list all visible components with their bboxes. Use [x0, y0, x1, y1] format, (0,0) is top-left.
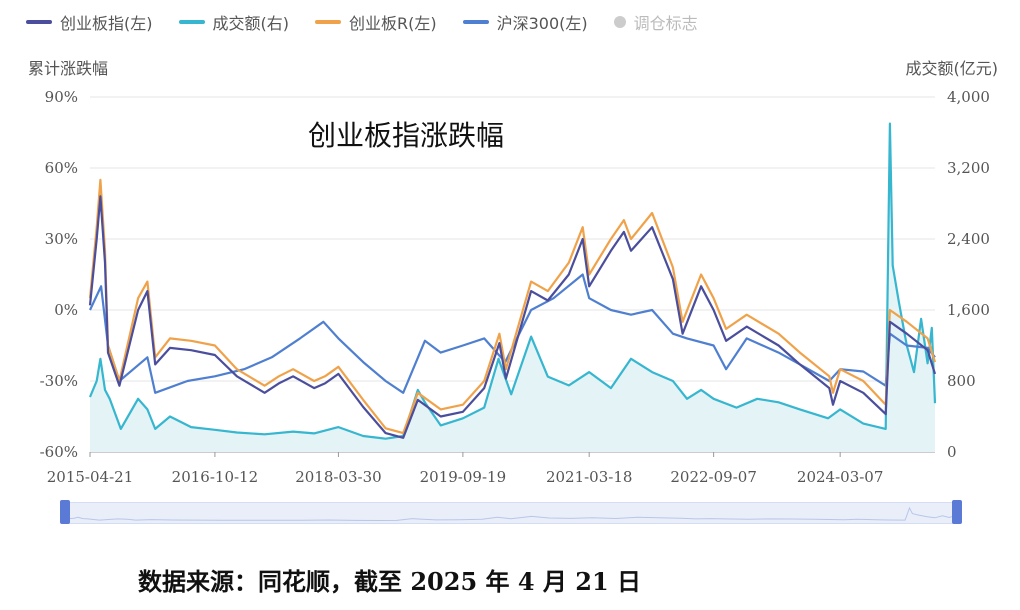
legend-label: 创业板R(左) [349, 14, 437, 33]
x-axis-tick-label: 2022-09-07 [670, 468, 756, 486]
legend-swatch [613, 16, 626, 28]
left-axis-tick-label: -30% [40, 372, 78, 390]
right-axis-tick-label: 4,000 [947, 88, 990, 106]
series-line-3 [88, 195, 937, 439]
right-axis-tick-label: 0 [947, 443, 957, 461]
legend-swatch [178, 20, 205, 24]
legend: 创业板指(左) 成交额(右) 创业板R(左) 沪深300(左) 调仓标志 [26, 10, 698, 34]
left-axis-tick-label: 60% [45, 159, 78, 177]
legend-label: 调仓标志 [633, 14, 698, 33]
series-line-1 [89, 273, 936, 394]
legend-swatch [315, 20, 341, 24]
legend-label: 创业板指(左) [60, 14, 153, 33]
zoom-track [66, 502, 958, 524]
series-area-0 [90, 123, 935, 452]
x-axis-tick-label: 2021-03-18 [546, 468, 632, 486]
chart-title: 创业板指涨跌幅 [308, 119, 505, 152]
legend-item-chinext-r[interactable]: 创业板R(左) [315, 10, 437, 34]
data-zoom-slider[interactable] [60, 500, 962, 524]
legend-item-turnover[interactable]: 成交额(右) [178, 10, 290, 34]
left-axis-tick-label: 90% [45, 88, 78, 106]
right-axis-tick-label: 3,200 [947, 159, 990, 177]
legend-item-chinext-index[interactable]: 创业板指(左) [26, 10, 153, 34]
zoom-preview [66, 506, 958, 522]
x-axis-tick-label: 2018-03-30 [295, 468, 381, 486]
right-axis-tick-label: 1,600 [947, 301, 990, 319]
left-axis-title: 累计涨跌幅 [28, 59, 109, 78]
x-axis-tick-label: 2016-10-12 [172, 468, 258, 486]
x-axis-tick-label: 2015-04-21 [47, 468, 133, 486]
legend-swatch [462, 20, 489, 24]
legend-label: 沪深300(左) [496, 14, 588, 33]
zoom-handle-left[interactable] [60, 500, 70, 524]
zoom-handle-right[interactable] [952, 500, 962, 524]
series-line-2 [88, 178, 937, 435]
legend-item-csi300[interactable]: 沪深300(左) [462, 10, 588, 34]
legend-item-rebalance-marker[interactable]: 调仓标志 [613, 10, 698, 34]
x-axis-tick-label: 2019-09-19 [420, 468, 506, 486]
right-axis-title: 成交额(亿元) [905, 59, 999, 78]
series-line-0 [88, 122, 937, 440]
legend-swatch [26, 20, 52, 24]
left-axis-tick-label: 30% [45, 230, 78, 248]
data-source-note: 数据来源：同花顺，截至 2025 年 4 月 21 日 [138, 567, 642, 596]
right-axis-tick-label: 2,400 [947, 230, 990, 248]
left-axis-tick-label: 0% [54, 301, 78, 319]
x-axis-tick-label: 2024-03-07 [797, 468, 883, 486]
left-axis-tick-label: -60% [40, 443, 78, 461]
zoom-preview-line [66, 506, 958, 522]
chart-plot: -60% 0 -30% 800 0% 1,600 30% 2,400 60% 3,200 90% 4,… [40, 88, 990, 486]
right-axis-tick-label: 800 [947, 372, 976, 390]
legend-label: 成交额(右) [212, 14, 290, 33]
